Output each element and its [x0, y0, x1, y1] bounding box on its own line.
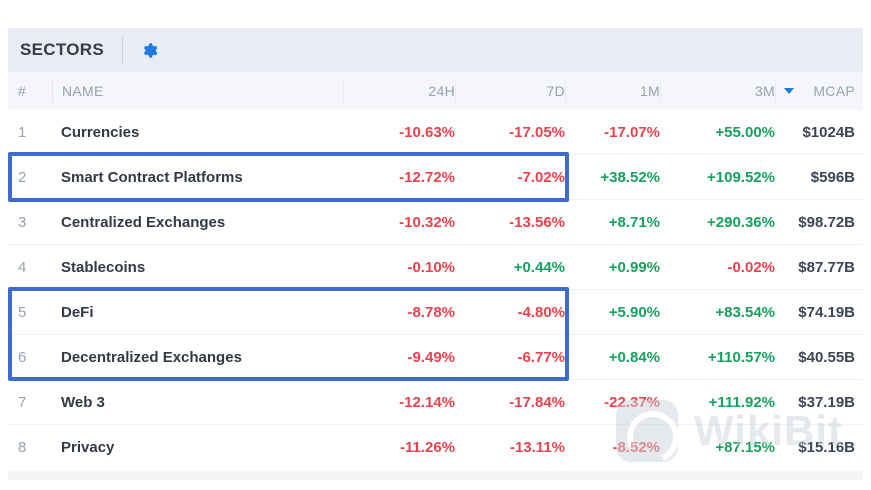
row-mcap: $15.16B — [798, 439, 855, 456]
table-row[interactable]: 7 Web 3 -12.14% -17.84% -22.37% +111.92%… — [8, 380, 863, 425]
table-body: 1 Currencies -10.63% -17.05% -17.07% +55… — [8, 110, 863, 470]
row-1m-change: -8.52% — [612, 439, 660, 456]
sort-descending-caret-icon — [784, 88, 794, 94]
table-row[interactable]: 1 Currencies -10.63% -17.05% -17.07% +55… — [8, 110, 863, 155]
row-1m-change: +5.90% — [608, 303, 660, 321]
row-sector-name: Stablecoins — [61, 258, 146, 276]
column-header-name[interactable]: NAME — [52, 79, 343, 103]
partial-next-row — [8, 471, 863, 480]
row-rank: 3 — [18, 213, 27, 231]
row-1m-change: +0.99% — [608, 258, 660, 276]
row-24h-change: -10.32% — [399, 213, 455, 231]
row-1m-change: +0.84% — [608, 348, 660, 366]
row-sector-name: Decentralized Exchanges — [61, 348, 242, 366]
row-7d-change: -7.02% — [517, 168, 565, 186]
row-rank: 1 — [18, 123, 27, 141]
table-row[interactable]: 4 Stablecoins -0.10% +0.44% +0.99% -0.02… — [8, 245, 863, 290]
row-1m-change: -22.37% — [604, 393, 660, 411]
row-1m-change: +8.71% — [608, 213, 660, 231]
row-1m-change: -17.07% — [604, 123, 660, 141]
row-sector-name: Centralized Exchanges — [61, 213, 226, 231]
row-7d-change: -17.05% — [509, 123, 565, 141]
row-3m-change: +111.92% — [708, 393, 775, 411]
column-header-rank[interactable]: # — [18, 83, 27, 99]
row-24h-change: -12.72% — [399, 168, 455, 186]
column-header-mcap-label: MCAP — [813, 83, 855, 99]
row-3m-change: +110.57% — [707, 348, 775, 366]
table-row[interactable]: 5 DeFi -8.78% -4.80% +5.90% +83.54% $74.… — [8, 290, 863, 335]
row-24h-change: -0.10% — [407, 258, 455, 276]
row-rank: 5 — [18, 303, 27, 321]
row-mcap: $1024B — [802, 123, 855, 141]
panel-header: SECTORS — [8, 28, 863, 72]
column-header-mcap[interactable]: MCAP — [775, 79, 855, 103]
row-3m-change: +290.36% — [707, 213, 775, 231]
row-7d-change: -4.80% — [517, 303, 565, 321]
column-header-24h[interactable]: 24H — [343, 79, 455, 103]
header-divider — [121, 37, 123, 63]
row-24h-change: -10.63% — [399, 123, 455, 141]
row-mcap: $98.72B — [798, 213, 855, 231]
row-24h-change: -8.78% — [407, 303, 455, 321]
row-rank: 6 — [18, 348, 27, 366]
panel-title: SECTORS — [20, 40, 104, 59]
row-7d-change: +0.44% — [513, 258, 565, 276]
sectors-panel: SECTORS # NAME 24H 7D 1M 3M MCAP 1 Curre… — [8, 28, 863, 480]
row-3m-change: +83.54% — [715, 303, 775, 321]
row-rank: 7 — [18, 393, 27, 411]
table-row[interactable]: 8 Privacy -11.26% -13.11% -8.52% +87.15%… — [8, 425, 863, 470]
row-3m-change: -0.02% — [727, 258, 775, 276]
row-mcap: $40.55B — [798, 348, 855, 366]
table-row[interactable]: 6 Decentralized Exchanges -9.49% -6.77% … — [8, 335, 863, 380]
row-24h-change: -11.26% — [399, 439, 455, 456]
row-mcap: $87.77B — [798, 258, 855, 276]
row-sector-name: DeFi — [61, 303, 94, 321]
table-column-header: # NAME 24H 7D 1M 3M MCAP — [8, 72, 863, 110]
row-sector-name: Smart Contract Platforms — [61, 168, 243, 186]
row-3m-change: +109.52% — [707, 168, 775, 186]
row-24h-change: -9.49% — [407, 348, 455, 366]
row-rank: 2 — [18, 168, 27, 186]
row-mcap: $596B — [810, 168, 855, 186]
row-mcap: $37.19B — [798, 393, 855, 411]
row-mcap: $74.19B — [798, 303, 855, 321]
row-1m-change: +38.52% — [600, 168, 660, 186]
row-7d-change: -17.84% — [509, 393, 565, 411]
row-rank: 4 — [18, 258, 27, 276]
row-7d-change: -13.11% — [509, 439, 565, 456]
row-rank: 8 — [18, 439, 27, 456]
column-header-3m[interactable]: 3M — [660, 79, 775, 103]
column-header-7d[interactable]: 7D — [455, 79, 565, 103]
row-sector-name: Privacy — [61, 439, 115, 456]
table-row[interactable]: 2 Smart Contract Platforms -12.72% -7.02… — [8, 155, 863, 200]
row-3m-change: +55.00% — [715, 123, 775, 141]
row-3m-change: +87.15% — [715, 439, 775, 456]
row-24h-change: -12.14% — [399, 393, 455, 411]
row-sector-name: Currencies — [61, 123, 140, 141]
gear-icon — [143, 42, 158, 58]
table-row[interactable]: 3 Centralized Exchanges -10.32% -13.56% … — [8, 200, 863, 245]
row-sector-name: Web 3 — [61, 393, 105, 411]
row-7d-change: -13.56% — [509, 213, 565, 231]
row-7d-change: -6.77% — [517, 348, 565, 366]
column-header-1m[interactable]: 1M — [565, 79, 660, 103]
settings-button[interactable] — [139, 40, 160, 61]
